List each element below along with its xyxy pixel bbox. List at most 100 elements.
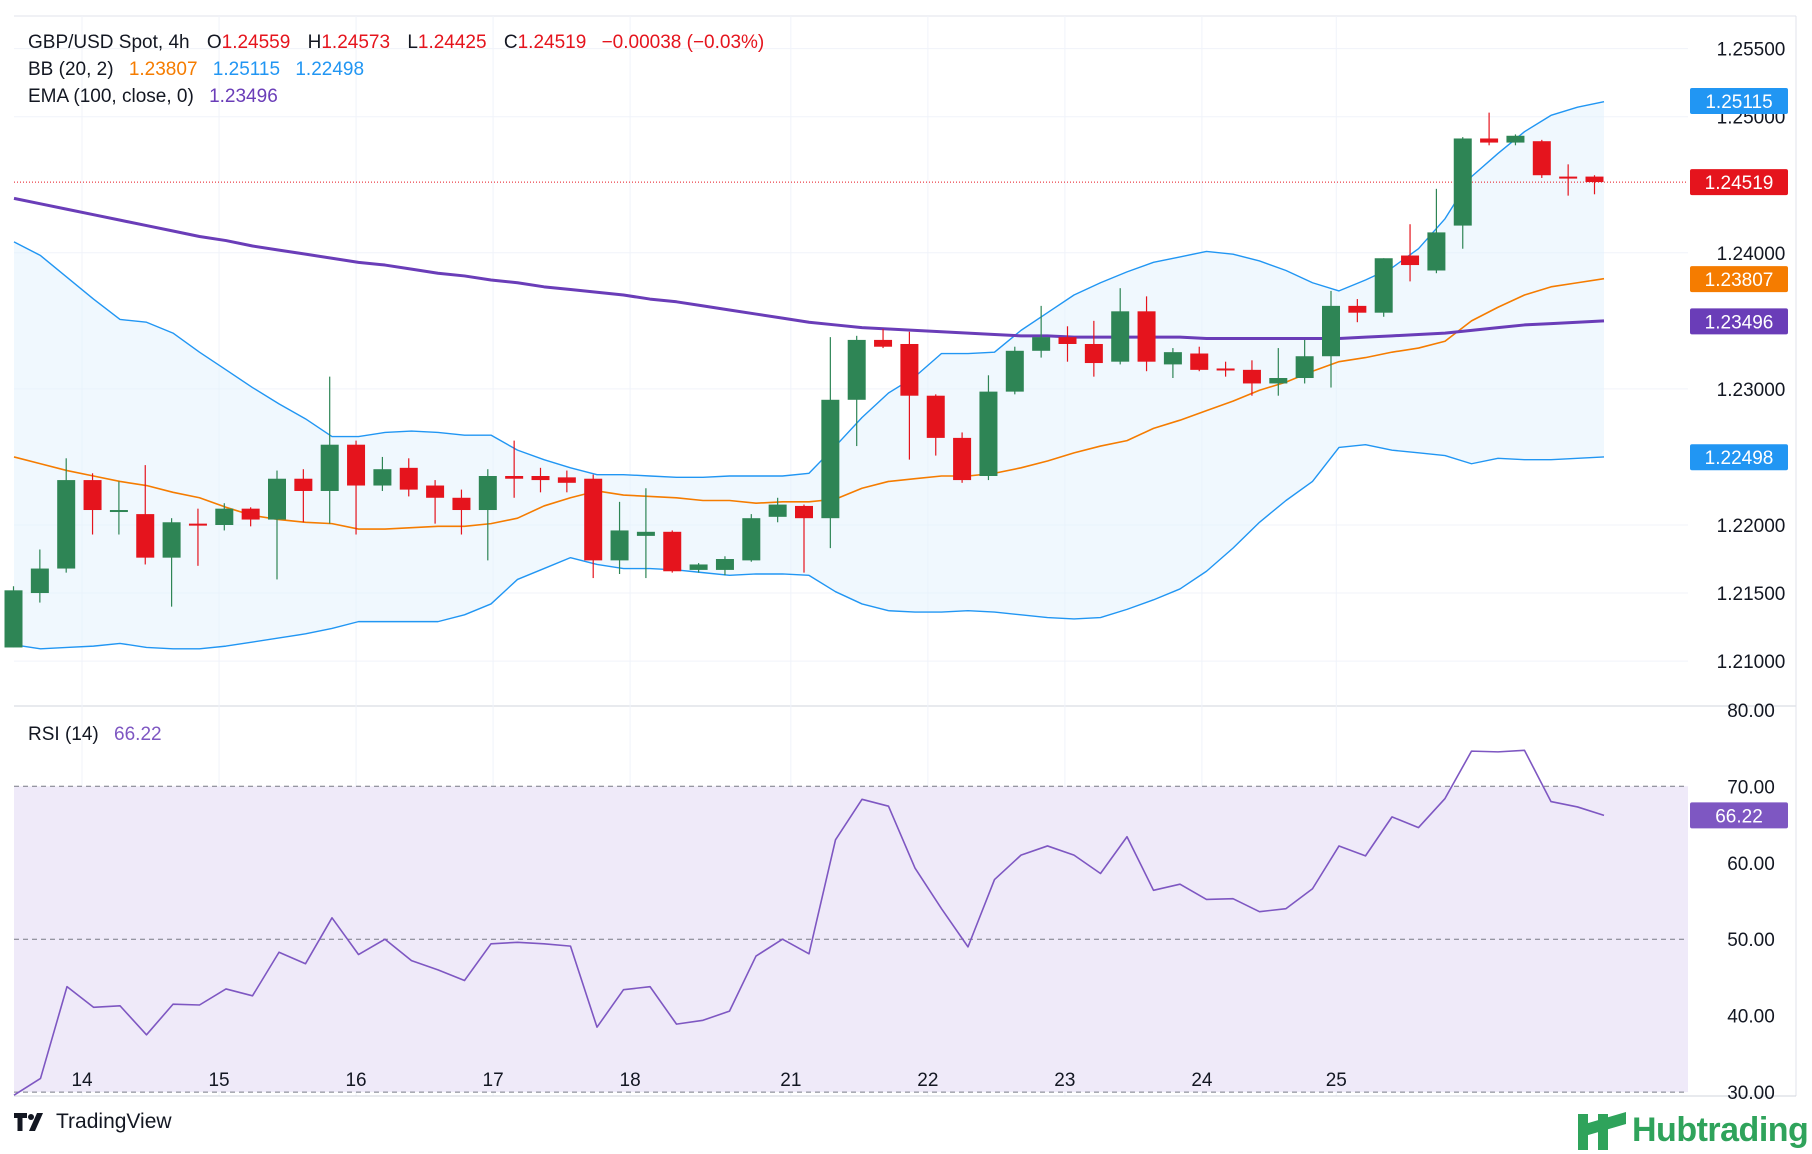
hubtrading-wordmark: Hubtrading: [1632, 1110, 1809, 1149]
candle-body: [847, 339, 866, 400]
hubtrading-brand[interactable]: Hubtrading: [1578, 1110, 1809, 1150]
legend-low-value: 1.24425: [418, 32, 487, 53]
candle-body: [452, 497, 471, 511]
price-tag-label: 1.25115: [1705, 92, 1772, 113]
candle-body: [505, 476, 524, 479]
legend-bb-label: BB (20, 2): [28, 59, 114, 80]
price-tag: [1690, 444, 1788, 471]
price-tick-label: 1.24000: [1717, 244, 1786, 265]
svg-text:BB (20, 2) 1.23807: BB (20, 2) 1.23807 1.25115 1.22498: [28, 59, 364, 80]
candle-body: [1480, 138, 1499, 143]
candle-body: [795, 505, 813, 519]
candle-body: [215, 508, 234, 525]
candle-body: [294, 478, 313, 491]
candle-body: [1032, 337, 1051, 351]
candle-body: [399, 467, 418, 490]
rsi-pane: 80.00 70.00 60.00 50.00 40.00 30.00 66.22: [13, 701, 1796, 1104]
svg-text:GBP/USD Spot, 4h O1.2455: GBP/USD Spot, 4h O1.24559 H1.24573 L1.24…: [28, 32, 764, 53]
time-axis: 14 15 16 17 18 21 22 23 24 25: [71, 1070, 1346, 1091]
bb-lower-line: [13, 443, 1605, 650]
candle-body: [1427, 232, 1446, 271]
candle-body: [162, 522, 181, 558]
candle-body: [426, 485, 445, 498]
rsi-tag-label: 66.22: [1715, 806, 1763, 827]
candle-body: [57, 480, 76, 569]
candle-body: [584, 478, 603, 561]
candle-body: [136, 514, 155, 558]
candle-body: [1190, 353, 1209, 370]
bollinger-band-fill: [14, 101, 1604, 649]
legend-ema-label: EMA (100, close, 0): [28, 86, 194, 107]
legend-open-label: O: [207, 32, 222, 53]
svg-text:RSI (14) 66.22: RSI (14) 66.22: [28, 724, 162, 745]
candle-body: [557, 477, 576, 483]
rsi-line: [13, 749, 1605, 1096]
legend: GBP/USD Spot, 4h O1.24559 H1.24573 L1.24…: [28, 32, 764, 745]
time-tick-label: 24: [1191, 1070, 1213, 1091]
candle-body: [689, 564, 708, 570]
bb-upper-line: [13, 101, 1605, 479]
legend-close-label: C: [504, 32, 518, 53]
candle-body: [636, 531, 655, 536]
candle-body: [241, 508, 260, 520]
candle-body: [926, 395, 945, 438]
candle-body: [1532, 141, 1551, 176]
rsi-tag: [1690, 802, 1788, 829]
price-tag: [1690, 88, 1788, 115]
time-tick-label: 18: [620, 1070, 641, 1091]
time-tick-label: 21: [780, 1070, 801, 1091]
price-tag-label: 1.22498: [1705, 448, 1774, 469]
price-tick-label: 1.21500: [1717, 584, 1786, 605]
candle-body: [1242, 369, 1261, 384]
rsi-tick-label: 60.00: [1727, 854, 1775, 875]
candle-body: [1585, 176, 1604, 183]
candle-body: [373, 469, 392, 486]
price-tag-label: 1.23807: [1705, 270, 1774, 291]
legend-bb-upper: 1.25115: [213, 59, 280, 80]
candle-body: [30, 568, 49, 594]
candle-body: [1084, 343, 1103, 364]
candle-body: [83, 480, 102, 511]
candle-body: [1111, 311, 1130, 362]
rsi-tick-label: 40.00: [1727, 1007, 1775, 1028]
legend-bb-lower: 1.22498: [295, 59, 364, 80]
candle-body: [1322, 305, 1340, 357]
rsi-tick-label: 50.00: [1727, 930, 1775, 951]
candle-body: [478, 476, 497, 511]
legend-ema-value: 1.23496: [209, 86, 278, 107]
time-tick-label: 16: [345, 1070, 366, 1091]
rsi-tick-label: 30.00: [1727, 1083, 1775, 1104]
price-tag-label: 1.23496: [1705, 312, 1774, 333]
candle-body: [979, 391, 998, 476]
candle-body: [109, 510, 128, 513]
candle-body: [4, 590, 23, 648]
tradingview-brand[interactable]: TradingView: [14, 1110, 172, 1134]
price-tick-label: 1.21000: [1717, 652, 1786, 673]
legend-change: −0.00038 (−0.03%): [602, 32, 765, 53]
candle-body: [768, 504, 787, 517]
price-tag: [1690, 169, 1788, 196]
time-tick-label: 14: [71, 1070, 93, 1091]
candle-body: [953, 437, 972, 481]
legend-open-value: 1.24559: [222, 32, 291, 53]
legend-bb-basis: 1.23807: [129, 59, 198, 80]
candle-body: [1453, 138, 1472, 226]
candle-body: [1401, 255, 1420, 266]
time-tick-label: 22: [917, 1070, 938, 1091]
candle-body: [742, 518, 761, 561]
time-tick-label: 17: [483, 1070, 504, 1091]
candle-body: [610, 530, 629, 561]
candle-body: [347, 444, 366, 486]
legend-symbol: GBP/USD Spot, 4h: [28, 32, 190, 53]
time-tick-label: 25: [1326, 1070, 1347, 1091]
rsi-tick-label: 70.00: [1727, 777, 1775, 798]
tradingview-logo-icon: [14, 1113, 43, 1131]
candle-body: [188, 523, 207, 526]
price-tag: [1690, 266, 1788, 293]
candle-body: [1005, 350, 1024, 392]
price-tick-label: 1.22000: [1717, 516, 1786, 537]
price-pane: 1.255001.250001.240001.230001.220001.215…: [4, 15, 1797, 1096]
legend-high-value: 1.24573: [321, 32, 390, 53]
legend-low-label: L: [407, 32, 418, 53]
